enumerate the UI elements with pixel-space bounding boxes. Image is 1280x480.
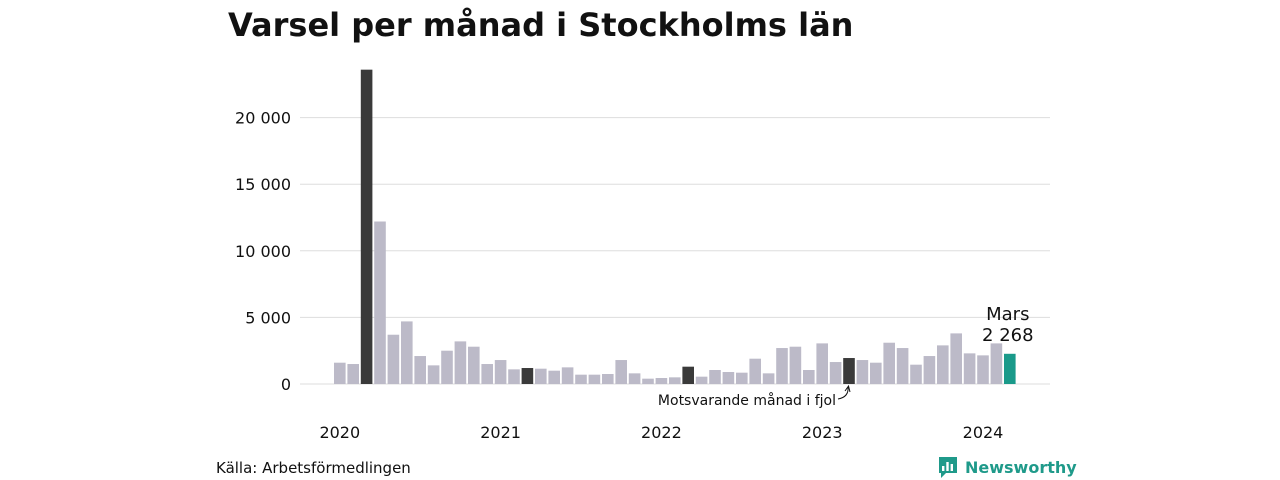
bar-2023-02 — [829, 362, 842, 384]
x-axis-ticks: 2020 2021 2022 2023 2024 — [319, 423, 1003, 442]
brand-logo[interactable]: Newsworthy — [937, 455, 1077, 479]
bar-2022-02 — [669, 377, 681, 384]
bar-2023-03 — [843, 358, 855, 384]
bar-2023-08 — [910, 364, 922, 384]
bar-2020-04 — [374, 221, 386, 384]
bars — [334, 69, 1016, 384]
source-note: Källa: Arbetsförmedlingen — [216, 459, 411, 477]
y-tick-label: 10 000 — [235, 242, 291, 261]
annotation-arrow — [837, 386, 849, 400]
bar-2021-03 — [521, 368, 534, 384]
bar-2020-03 — [360, 69, 373, 384]
y-tick-label: 5 000 — [245, 308, 291, 327]
bar-2024-03 — [1004, 353, 1016, 384]
bar-2021-09 — [602, 374, 614, 384]
x-tick-label: 2020 — [319, 423, 360, 442]
newsworthy-logo-icon — [939, 457, 957, 478]
bar-2024-02 — [990, 343, 1003, 384]
bar-2023-07 — [896, 348, 909, 384]
x-tick-label: 2023 — [802, 423, 843, 442]
bar-2020-09 — [441, 350, 453, 384]
bar-2023-06 — [883, 342, 895, 384]
bar-2022-04 — [695, 376, 708, 384]
bar-2022-11 — [789, 346, 802, 384]
x-tick-label: 2022 — [641, 423, 682, 442]
bar-2022-10 — [776, 348, 788, 384]
bar-2022-03 — [682, 366, 694, 384]
bar-2020-08 — [427, 365, 440, 384]
x-tick-label: 2021 — [480, 423, 521, 442]
bar-2023-10 — [937, 345, 949, 384]
bar-2020-01 — [334, 362, 346, 384]
y-axis-ticks: 0 5 000 10 000 15 000 20 000 — [235, 109, 291, 394]
bar-2024-01 — [977, 355, 989, 384]
bar-2021-10 — [615, 360, 627, 384]
bar-2021-01 — [494, 360, 507, 384]
bar-2023-01 — [816, 343, 828, 384]
bar-2022-05 — [709, 370, 721, 384]
annotation-arrowhead — [844, 384, 851, 393]
y-tick-label: 15 000 — [235, 175, 291, 194]
bar-2021-06 — [561, 367, 574, 384]
x-tick-label: 2024 — [963, 423, 1004, 442]
bar-2022-07 — [736, 372, 748, 384]
bar-2023-09 — [923, 356, 936, 384]
bar-2023-11 — [950, 333, 962, 384]
y-tick-label: 20 000 — [235, 109, 291, 128]
bar-2021-05 — [548, 370, 560, 384]
bar-2021-12 — [642, 378, 654, 384]
bar-2022-12 — [803, 370, 815, 384]
bar-2021-11 — [628, 373, 641, 384]
bar-2023-05 — [870, 362, 882, 384]
bar-2021-02 — [508, 369, 520, 384]
bar-2020-11 — [468, 346, 480, 384]
y-tick-label: 0 — [281, 375, 291, 394]
current-value-label: 2 268 — [982, 325, 1034, 346]
bar-2021-08 — [588, 374, 601, 384]
bar-2022-01 — [655, 378, 668, 384]
bar-2020-06 — [401, 321, 413, 384]
bar-2023-04 — [856, 360, 869, 384]
bar-2022-09 — [762, 373, 775, 384]
bar-2020-05 — [387, 334, 400, 384]
bar-2020-02 — [347, 364, 359, 384]
bar-2020-07 — [414, 356, 426, 384]
bar-2023-12 — [963, 353, 976, 384]
bar-2022-06 — [722, 372, 735, 384]
bar-2020-10 — [454, 341, 467, 384]
bar-2022-08 — [749, 358, 761, 384]
brand-name: Newsworthy — [965, 457, 1077, 477]
chart-title: Varsel per månad i Stockholms län — [228, 6, 854, 44]
bar-2020-12 — [481, 364, 493, 384]
bar-2021-04 — [535, 368, 547, 384]
current-month-label: Mars — [986, 304, 1029, 325]
bar-2021-07 — [575, 374, 587, 384]
previous-year-label: Motsvarande månad i fjol — [658, 392, 836, 409]
